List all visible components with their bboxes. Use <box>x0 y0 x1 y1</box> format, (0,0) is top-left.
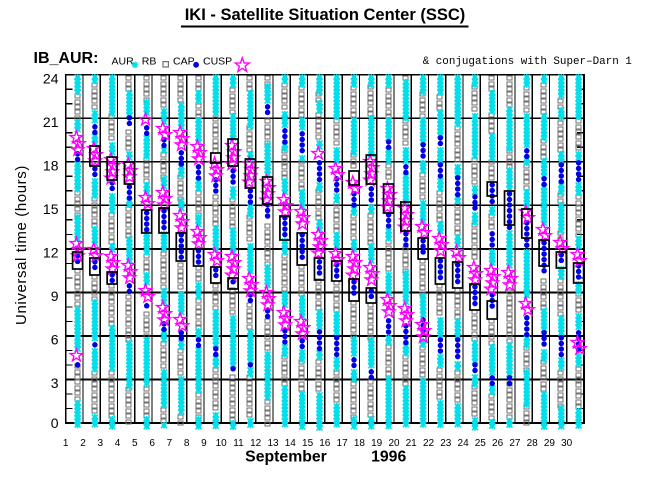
svg-text:30: 30 <box>561 438 573 449</box>
svg-text:18: 18 <box>354 438 366 449</box>
svg-text:16: 16 <box>319 438 331 449</box>
svg-text:4: 4 <box>115 438 121 449</box>
svg-text:CUSP: CUSP <box>203 55 232 67</box>
svg-text:CAP: CAP <box>173 55 195 67</box>
svg-text:IKI - Satellite Situation Cent: IKI - Satellite Situation Center (SSC) <box>185 6 466 24</box>
svg-text:20: 20 <box>388 438 400 449</box>
svg-text:1: 1 <box>63 438 69 449</box>
svg-text:RB: RB <box>142 55 157 67</box>
svg-text:29: 29 <box>544 438 556 449</box>
svg-text:10: 10 <box>216 438 228 449</box>
svg-text:28: 28 <box>527 438 539 449</box>
svg-text:7: 7 <box>167 438 173 449</box>
svg-text:6: 6 <box>51 332 59 348</box>
svg-text:0: 0 <box>51 415 59 431</box>
svg-text:6: 6 <box>149 438 155 449</box>
svg-text:24: 24 <box>458 438 470 449</box>
svg-text:12: 12 <box>43 245 59 261</box>
svg-text:& conjugations with Super–Darn: & conjugations with Super–Darn 1 <box>423 56 633 68</box>
svg-text:9: 9 <box>201 438 207 449</box>
svg-text:11: 11 <box>233 438 244 449</box>
svg-text:15: 15 <box>43 201 59 217</box>
svg-text:1996: 1996 <box>371 448 406 465</box>
svg-text:19: 19 <box>371 438 383 449</box>
svg-text:27: 27 <box>509 438 521 449</box>
svg-text:3: 3 <box>98 438 104 449</box>
svg-text:26: 26 <box>492 438 504 449</box>
svg-text:13: 13 <box>267 438 279 449</box>
svg-text:8: 8 <box>184 438 190 449</box>
svg-text:September: September <box>245 448 327 465</box>
svg-text:3: 3 <box>51 375 59 391</box>
svg-text:IB_AUR:: IB_AUR: <box>34 50 99 67</box>
svg-text:21: 21 <box>43 114 59 130</box>
svg-text:21: 21 <box>406 438 418 449</box>
svg-text:22: 22 <box>423 438 435 449</box>
svg-text:2: 2 <box>80 438 86 449</box>
svg-text:5: 5 <box>132 438 138 449</box>
svg-text:9: 9 <box>51 288 59 304</box>
svg-text:Universal time (hours): Universal time (hours) <box>13 165 30 325</box>
svg-text:23: 23 <box>440 438 452 449</box>
svg-text:12: 12 <box>250 438 262 449</box>
svg-text:AUR: AUR <box>112 55 135 67</box>
svg-text:25: 25 <box>475 438 487 449</box>
svg-text:15: 15 <box>302 438 314 449</box>
svg-text:18: 18 <box>43 158 59 174</box>
svg-text:24: 24 <box>43 71 59 87</box>
svg-text:17: 17 <box>337 438 349 449</box>
svg-text:14: 14 <box>285 438 297 449</box>
